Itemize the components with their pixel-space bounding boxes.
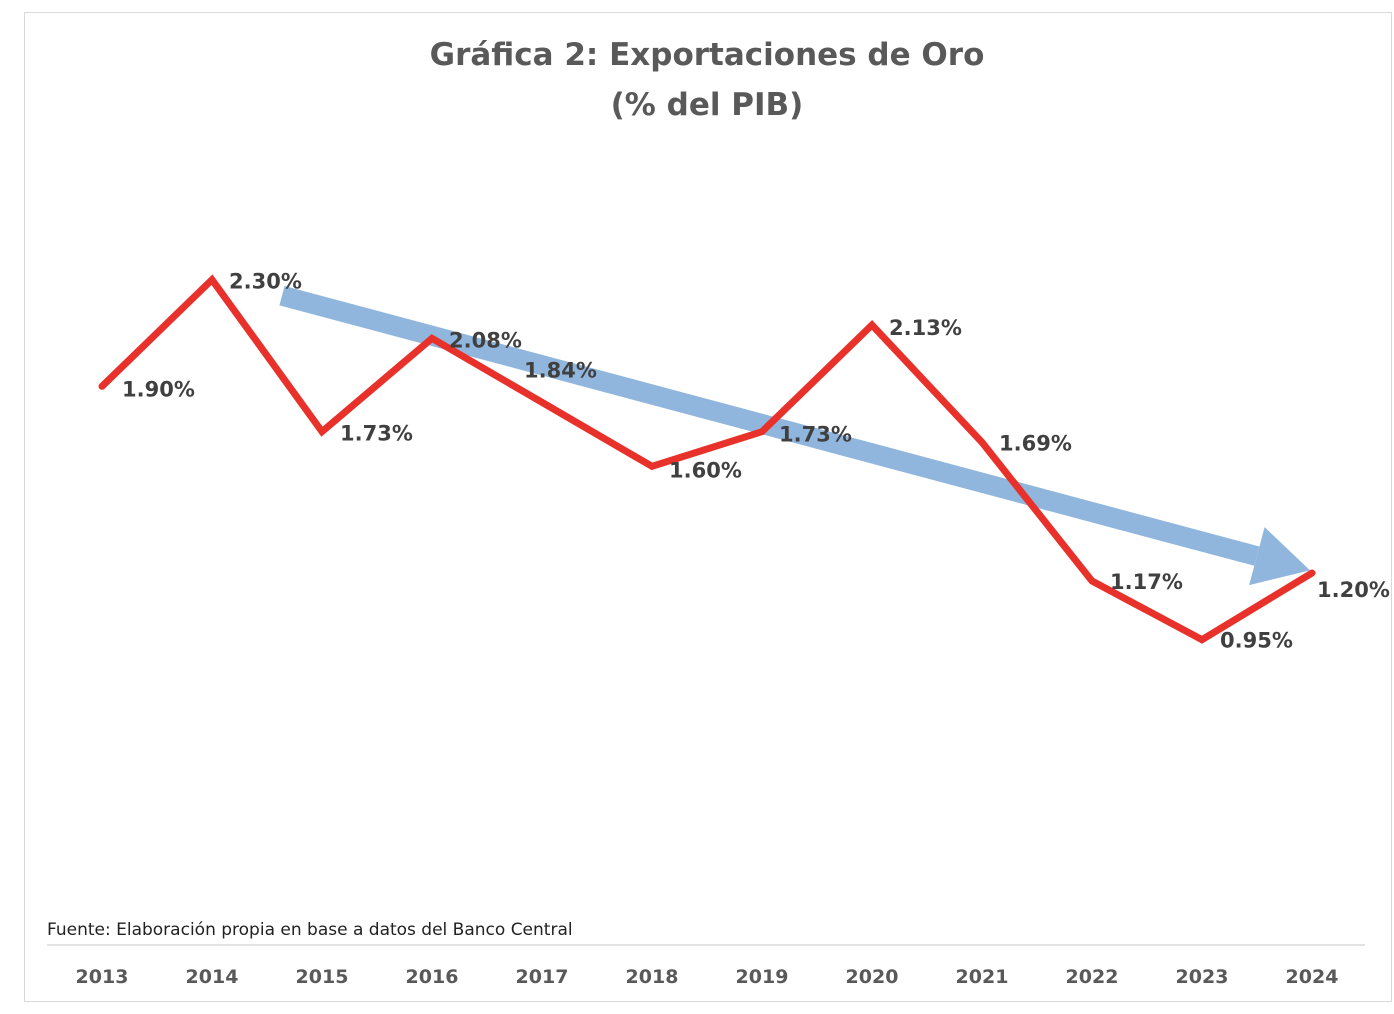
chart-title: Gráfica 2: Exportaciones de Oro	[430, 37, 985, 73]
x-tick-label: 2024	[1286, 966, 1339, 988]
data-point	[210, 277, 214, 282]
data-point	[100, 384, 104, 389]
data-label: 2.08%	[449, 328, 522, 352]
x-tick-label: 2013	[76, 966, 129, 988]
data-point	[1310, 571, 1314, 575]
data-label-layer: 1.90% 2.30% 1.73% 2.08%1.84% 1.60% 1.73% 2.13%…	[122, 270, 1390, 653]
data-label: 0.95%	[1220, 629, 1293, 653]
series-layer	[98, 274, 1316, 644]
data-point	[760, 429, 764, 434]
x-tick-label: 2014	[186, 966, 239, 988]
x-tick-label: 2020	[846, 966, 899, 988]
data-label: 2.30%	[229, 270, 302, 294]
data-point	[1200, 637, 1204, 642]
chart-subtitle: (% del PIB)	[611, 87, 804, 123]
source-note: Fuente: Elaboración propia en base a dat…	[47, 920, 573, 940]
chart-svg: Gráfica 2: Exportaciones de Oro (% del P…	[47, 37, 1390, 988]
x-tick-label: 2022	[1066, 966, 1119, 988]
x-tick-label: 2018	[626, 966, 679, 988]
x-tick-label: 2017	[516, 966, 569, 988]
x-tick-label: 2023	[1176, 966, 1229, 988]
data-label: 2.13%	[889, 316, 962, 340]
data-point	[540, 400, 544, 405]
data-label: 1.90%	[122, 377, 195, 401]
data-label: 1.73%	[779, 423, 852, 447]
data-point	[430, 336, 434, 341]
x-tick-label: 2016	[406, 966, 459, 988]
data-point	[1090, 579, 1094, 583]
data-point	[320, 429, 324, 434]
data-point	[980, 440, 984, 445]
series-line	[98, 274, 1316, 644]
data-point	[650, 464, 654, 469]
x-tick-label: 2021	[956, 966, 1009, 988]
data-label: 1.69%	[999, 431, 1072, 455]
trend-arrow-head	[1249, 527, 1310, 586]
data-label: 1.17%	[1110, 570, 1183, 594]
x-tick-label: 2019	[736, 966, 789, 988]
data-label: 1.84%	[524, 358, 597, 382]
data-label: 1.20%	[1317, 578, 1390, 602]
x-axis-ticks: 2013 2014 2015 2016 2017 2018 2019 2020 2021 2022…	[76, 966, 1339, 988]
x-tick-label: 2015	[296, 966, 349, 988]
chart-frame: Gráfica 2: Exportaciones de Oro (% del P…	[24, 12, 1392, 1002]
data-label: 1.73%	[340, 422, 413, 446]
data-point	[870, 323, 874, 327]
data-label: 1.60%	[669, 458, 742, 482]
